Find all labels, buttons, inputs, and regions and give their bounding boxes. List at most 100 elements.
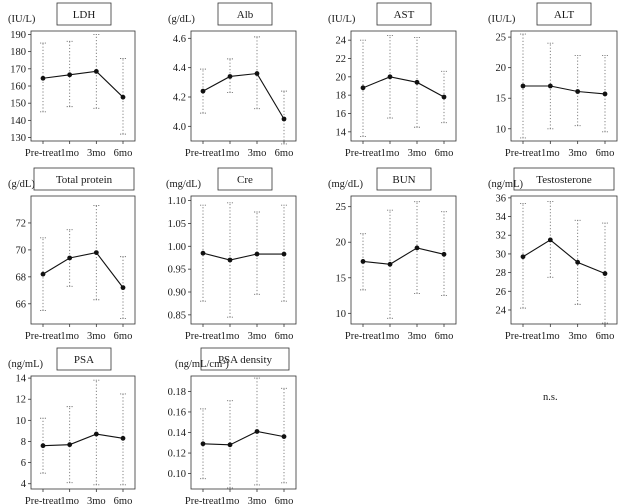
series-line bbox=[42, 251, 124, 288]
data-point bbox=[254, 251, 260, 257]
x-tick-label: 6mo bbox=[435, 331, 454, 342]
y-unit-label: (IU/L) bbox=[8, 14, 36, 25]
x-tick-label: Pre-treat bbox=[505, 331, 541, 342]
data-point bbox=[360, 259, 366, 264]
x-tick-label: Pre-treat bbox=[185, 496, 221, 504]
chart-title: AST bbox=[394, 9, 415, 21]
series-line bbox=[202, 430, 285, 446]
data-point bbox=[575, 259, 581, 265]
y-tick-label: 190 bbox=[10, 30, 26, 41]
y-tick-label: 24 bbox=[496, 305, 507, 316]
y-tick-label: 0.90 bbox=[168, 288, 186, 299]
chart-total-protein: Total protein (g/dL) 66 68 70 72 Pre-treat 1mo 3… bbox=[8, 167, 136, 342]
chart-title: ALT bbox=[554, 9, 575, 21]
data-point bbox=[281, 116, 287, 122]
x-tick-label: 3mo bbox=[248, 496, 267, 504]
data-point bbox=[547, 237, 553, 243]
y-tick-label: 34 bbox=[496, 212, 507, 223]
y-tick-label: 30 bbox=[496, 249, 507, 260]
y-tick-label: 20 bbox=[336, 72, 347, 83]
y-tick-label: 10 bbox=[16, 416, 27, 427]
x-tick-label: 3mo bbox=[87, 496, 106, 504]
y-tick-label: 1.00 bbox=[168, 242, 186, 253]
x-tick-label: Pre-treat bbox=[345, 148, 381, 159]
data-point bbox=[67, 255, 73, 261]
data-point bbox=[67, 442, 73, 448]
y-tick-label: 130 bbox=[10, 133, 26, 144]
y-tick-label: 28 bbox=[496, 268, 507, 279]
chart-title: Testosterone bbox=[536, 174, 592, 186]
data-point bbox=[93, 250, 99, 255]
data-point bbox=[360, 85, 366, 91]
axes-frame bbox=[510, 195, 618, 325]
x-tick-label: 3mo bbox=[408, 331, 427, 342]
y-tick-label: 25 bbox=[336, 202, 347, 213]
axes-frame bbox=[30, 195, 136, 325]
y-tick-label: 22 bbox=[336, 54, 347, 65]
y-tick-label: 0.18 bbox=[168, 387, 186, 398]
series-line bbox=[362, 76, 445, 98]
data-point bbox=[254, 429, 260, 434]
chart-title: BUN bbox=[392, 174, 415, 186]
y-unit-label: (ng/mL/cm³) bbox=[175, 359, 229, 370]
y-unit-label: (mg/dL) bbox=[328, 179, 363, 190]
data-point bbox=[547, 83, 553, 89]
y-tick-label: 160 bbox=[10, 82, 26, 93]
x-tick-label: 1mo bbox=[221, 148, 240, 159]
axes-frame bbox=[190, 375, 297, 490]
y-tick-label: 18 bbox=[336, 91, 347, 102]
x-tick-label: 1mo bbox=[221, 331, 240, 342]
x-tick-label: 3mo bbox=[87, 148, 106, 159]
chart-title: Total protein bbox=[56, 174, 113, 186]
x-tick-label: Pre-treat bbox=[185, 331, 221, 342]
axes-frame bbox=[510, 30, 618, 142]
x-tick-label: 1mo bbox=[381, 148, 400, 159]
data-point bbox=[120, 94, 126, 100]
chart-psa: PSA (ng/mL) 4 6 8 10 12 14 Pre-treat 1mo 3mo 6mo bbox=[8, 347, 136, 504]
x-tick-label: 3mo bbox=[248, 331, 267, 342]
y-tick-label: 0.95 bbox=[168, 265, 186, 276]
chart-title-box bbox=[217, 2, 273, 26]
y-tick-label: 20 bbox=[336, 238, 347, 249]
chart-title-box bbox=[513, 167, 615, 191]
y-tick-label: 66 bbox=[16, 299, 27, 310]
x-tick-label: Pre-treat bbox=[505, 148, 541, 159]
data-point bbox=[120, 435, 126, 441]
data-point bbox=[281, 434, 287, 440]
y-unit-label: (ng/mL) bbox=[8, 359, 43, 370]
chart-title: PSA density bbox=[218, 354, 273, 366]
y-tick-label: 15 bbox=[496, 94, 507, 105]
x-tick-label: 3mo bbox=[568, 148, 587, 159]
x-tick-label: Pre-treat bbox=[25, 496, 61, 504]
chart-psa-density: PSA density(ng/mL/cm³) 0.10 0.12 0.14 0.16 0.… bbox=[168, 347, 297, 504]
x-tick-label: 6mo bbox=[435, 148, 454, 159]
x-tick-label: 6mo bbox=[114, 496, 133, 504]
y-tick-label: 16 bbox=[336, 109, 347, 120]
x-tick-label: Pre-treat bbox=[345, 331, 381, 342]
y-tick-label: 15 bbox=[336, 273, 347, 284]
axes-frame bbox=[190, 195, 297, 325]
x-tick-label: 1mo bbox=[221, 496, 240, 504]
y-tick-label: 0.16 bbox=[168, 407, 186, 418]
series-line bbox=[202, 72, 285, 120]
chart-ldh: LDH (IU/L) 130 140 150 160 170 180 190 Pre-treat 1… bbox=[8, 2, 136, 159]
x-tick-label: 1mo bbox=[381, 331, 400, 342]
data-point bbox=[40, 443, 46, 449]
y-tick-label: 150 bbox=[10, 99, 26, 110]
significance-note: n.s. bbox=[543, 392, 558, 403]
data-point bbox=[441, 94, 447, 100]
y-unit-label: (g/dL) bbox=[8, 179, 35, 190]
y-tick-label: 180 bbox=[10, 47, 26, 58]
data-point bbox=[602, 271, 608, 276]
axes-frame bbox=[30, 30, 136, 142]
chart-alt: ALT (IU/L) 10 15 20 25 Pre-treat 1mo 3mo 6mo bbox=[488, 2, 618, 159]
x-tick-label: 3mo bbox=[408, 148, 427, 159]
y-tick-label: 10 bbox=[496, 124, 507, 135]
data-point bbox=[227, 74, 233, 79]
axes-frame bbox=[350, 30, 457, 142]
y-tick-label: 36 bbox=[496, 193, 507, 204]
y-tick-label: 0.10 bbox=[168, 469, 186, 480]
x-tick-label: 6mo bbox=[114, 331, 133, 342]
chart-title: LDH bbox=[73, 9, 96, 21]
y-tick-label: 4.0 bbox=[173, 122, 186, 133]
